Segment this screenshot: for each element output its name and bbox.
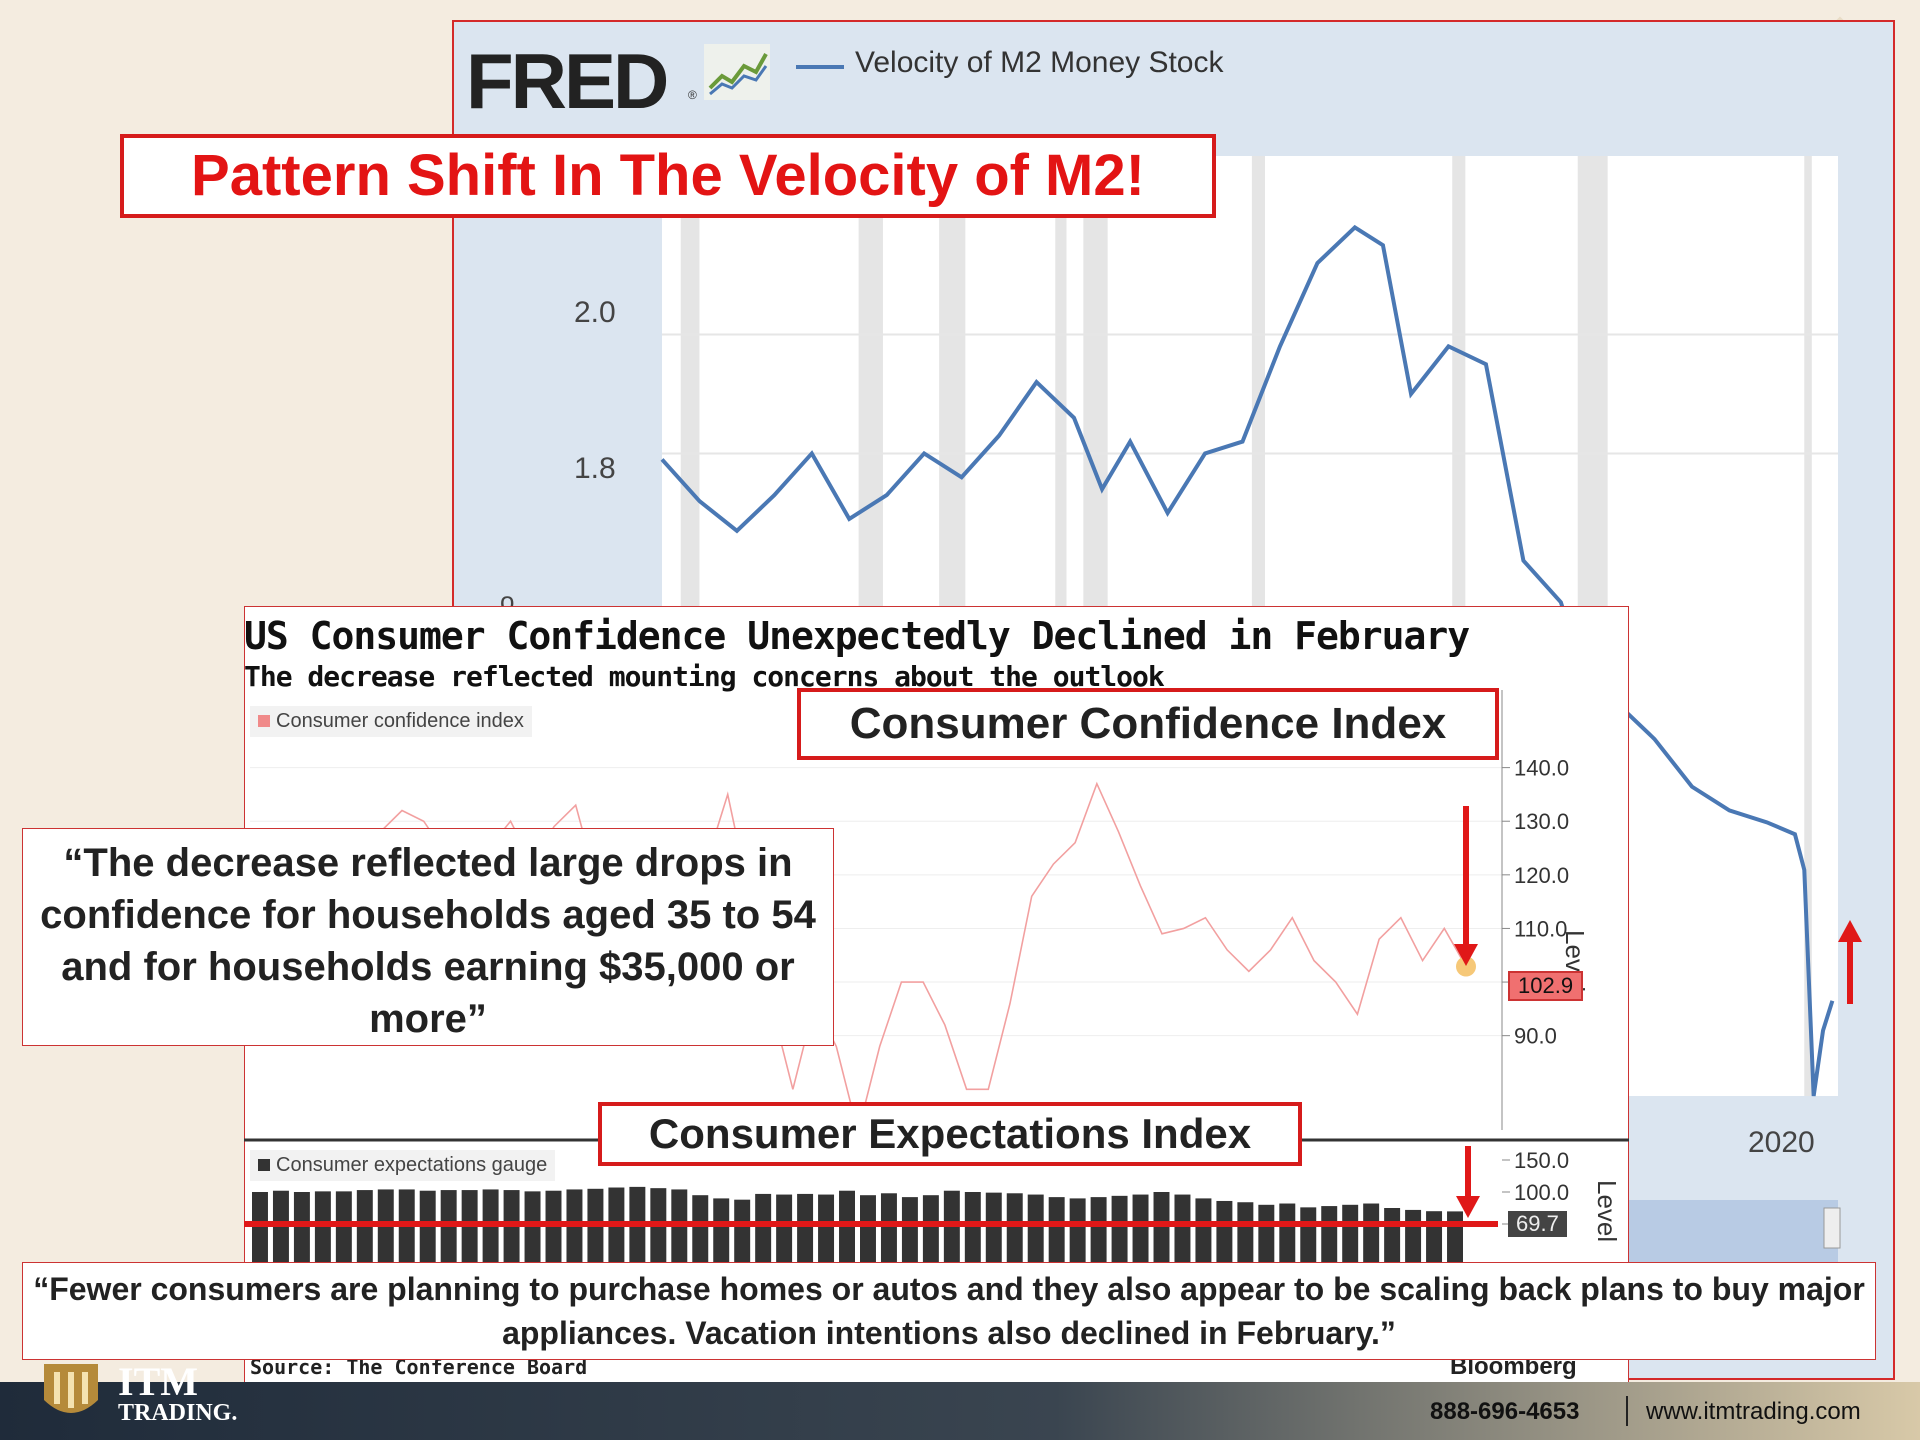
cei-down-arrow xyxy=(1456,1146,1480,1218)
bloomberg-title: US Consumer Confidence Unexpectedly Decl… xyxy=(244,614,1470,658)
fred-recession-band xyxy=(1804,156,1812,1096)
itm-logo-icon xyxy=(44,1364,98,1413)
cci-y-tick: 120.0 xyxy=(1514,863,1569,888)
itm-brand-sub: TRADING. xyxy=(118,1400,238,1426)
velocity-up-arrow xyxy=(1838,920,1862,1004)
cci-last-point xyxy=(1456,956,1476,977)
cei-y-tick: 100.0 xyxy=(1514,1180,1569,1205)
cei-label: Consumer Expectations Index xyxy=(598,1102,1302,1166)
cci-y-tick: 130.0 xyxy=(1514,809,1569,834)
cei-legend: Consumer expectations gauge xyxy=(250,1150,556,1181)
cci-last-value-tag: 102.9 xyxy=(1508,971,1584,1001)
fred-chart-icon xyxy=(704,44,770,100)
expectations-quote: “Fewer consumers are planning to purchas… xyxy=(22,1262,1876,1360)
fred-logo: FRED xyxy=(466,37,669,125)
website-link[interactable]: www.itmtrading.com xyxy=(1646,1398,1861,1425)
fred-y-tick: 2.0 xyxy=(574,296,616,329)
cci-down-arrow xyxy=(1454,806,1478,966)
cei-legend-label: Consumer expectations gauge xyxy=(276,1154,548,1176)
footer-bar xyxy=(0,1382,1920,1440)
cci-legend-swatch xyxy=(258,715,270,727)
cei-legend-swatch xyxy=(258,1159,270,1171)
cci-y-tick: 140.0 xyxy=(1514,756,1569,781)
footer-separator xyxy=(1626,1396,1628,1426)
fred-x-tick: 2020 xyxy=(1748,1126,1815,1159)
cci-y-tick: 110.0 xyxy=(1514,916,1567,941)
legend-swatch xyxy=(796,65,844,69)
cci-y-tick: 90.0 xyxy=(1514,1024,1557,1049)
cei-last-value-tag: 69.7 xyxy=(1508,1211,1567,1237)
itm-brand-name: ITM xyxy=(118,1359,198,1404)
fred-series-line xyxy=(660,224,1835,1097)
slide-title: Pattern Shift In The Velocity of M2! xyxy=(120,134,1216,218)
fred-legend-label: Velocity of M2 Money Stock xyxy=(855,46,1224,79)
slider-handle xyxy=(1823,1207,1841,1249)
cei-y-tick: 150.0 xyxy=(1514,1148,1569,1173)
cci-label: Consumer Confidence Index xyxy=(797,688,1499,760)
fred-y-tick: 1.8 xyxy=(574,452,616,485)
phone-number[interactable]: 888-696-4653 xyxy=(1430,1398,1580,1425)
confidence-quote: “The decrease reflected large drops in c… xyxy=(22,828,834,1046)
registered-mark: ® xyxy=(688,88,697,102)
cci-legend-label: Consumer confidence index xyxy=(276,710,524,732)
bloomberg-subtitle: The decrease reflected mounting concerns… xyxy=(244,660,1165,693)
cci-legend: Consumer confidence index xyxy=(250,706,532,737)
